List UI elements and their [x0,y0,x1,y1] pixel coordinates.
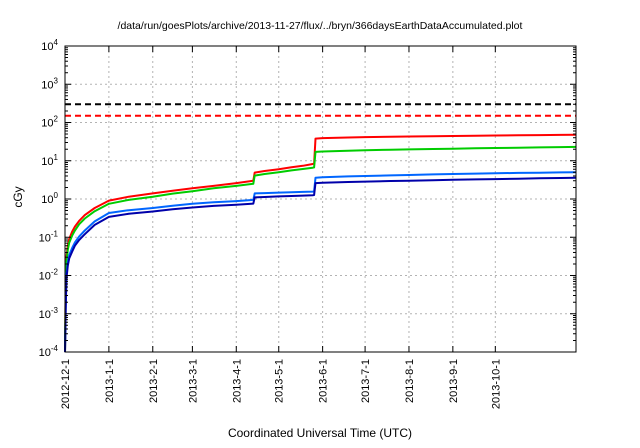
x-tick-label: 2013-4-1 [231,359,243,403]
y-axis-label: cGy [11,186,25,208]
svg-text:101: 101 [41,153,58,168]
chart-title: /data/run/goesPlots/archive/2013-11-27/f… [117,20,523,32]
x-tick-label: 2013-2-1 [148,359,160,403]
x-tick-label: 2012-12-1 [60,359,72,409]
x-tick-label: 2013-10-1 [490,359,502,409]
svg-text:100: 100 [41,191,58,206]
svg-text:10-3: 10-3 [39,306,59,321]
x-tick-label: 2013-6-1 [318,359,330,403]
svg-text:104: 104 [41,38,58,53]
svg-text:102: 102 [41,115,58,130]
x-tick-label: 2013-3-1 [187,359,199,403]
x-tick-label: 2013-1-1 [104,359,116,403]
svg-text:10-2: 10-2 [39,268,59,283]
svg-text:103: 103 [41,76,58,91]
x-axis-label: Coordinated Universal Time (UTC) [227,426,413,440]
svg-text:10-4: 10-4 [39,344,59,359]
x-tick-label: 2013-5-1 [274,359,286,403]
x-tick-label: 2013-7-1 [360,359,372,403]
x-tick-label: 2013-9-1 [448,359,460,403]
svg-text:10-1: 10-1 [39,229,59,244]
x-tick-label: 2013-8-1 [404,359,416,403]
